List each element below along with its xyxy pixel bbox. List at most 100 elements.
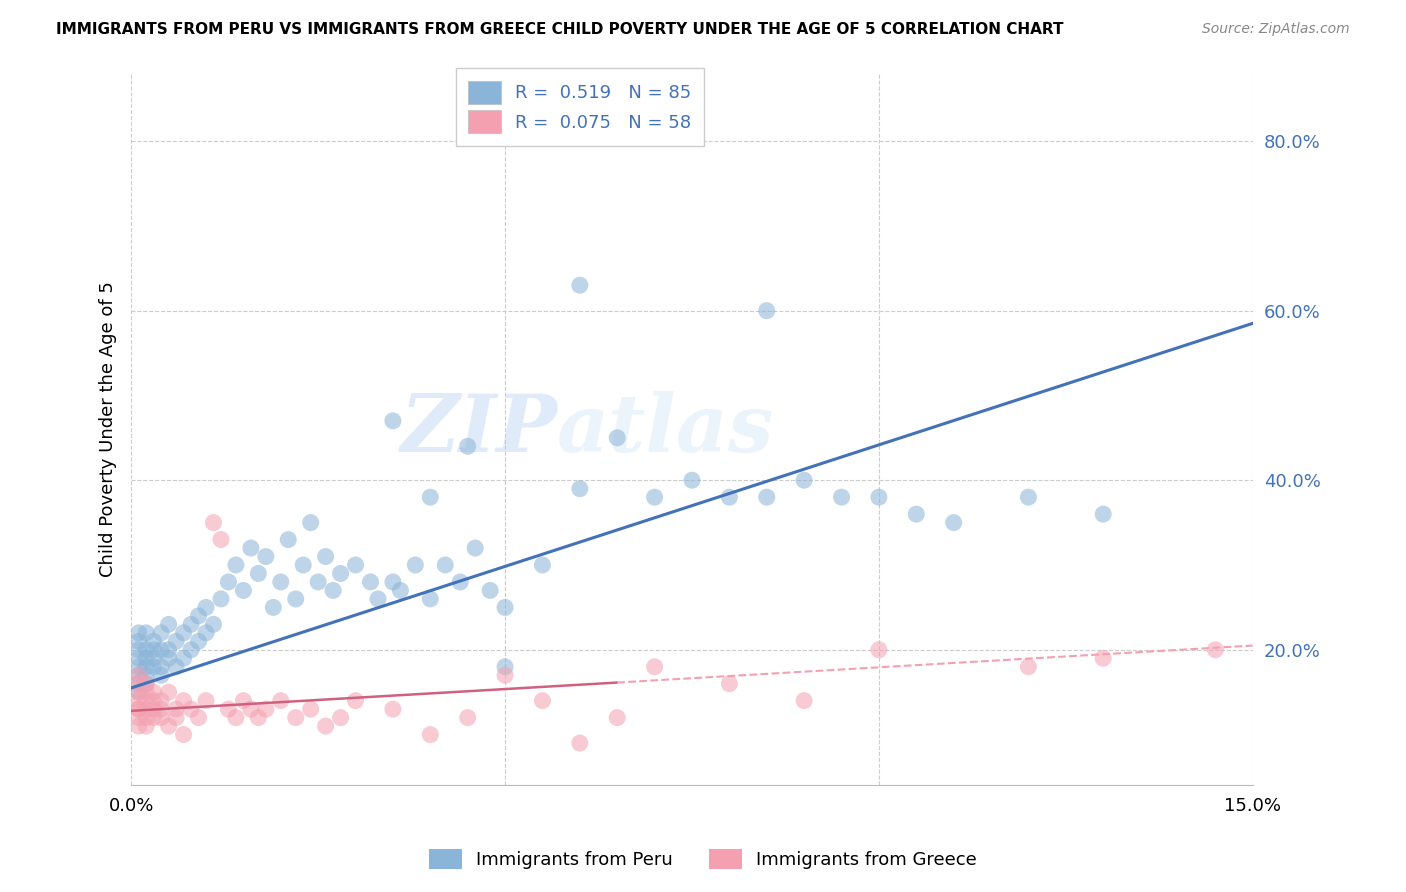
Point [150,711,173,725]
Point [494,668,516,682]
Point [299,516,322,530]
Point [270,574,292,589]
Point [868,490,890,504]
Point [135,719,157,733]
Point [150,625,173,640]
Point [128,685,150,699]
Point [284,591,307,606]
Point [299,702,322,716]
Point [128,702,150,716]
Point [457,711,479,725]
Point [135,702,157,716]
Point [254,702,277,716]
Point [434,558,457,572]
Point [142,702,165,716]
Point [755,490,778,504]
Point [142,659,165,673]
Point [381,414,404,428]
Point [135,625,157,640]
Point [165,634,187,648]
Point [225,711,247,725]
Point [142,685,165,699]
Point [1092,651,1115,665]
Point [284,711,307,725]
Point [449,574,471,589]
Point [150,659,173,673]
Point [868,642,890,657]
Point [367,591,389,606]
Point [165,711,187,725]
Point [479,583,502,598]
Point [247,711,270,725]
Point [128,676,150,690]
Point [315,719,337,733]
Point [142,693,165,707]
Point [494,600,516,615]
Point [180,617,202,632]
Point [135,676,157,690]
Point [292,558,315,572]
Text: Source: ZipAtlas.com: Source: ZipAtlas.com [1202,22,1350,37]
Point [195,625,218,640]
Point [135,676,157,690]
Point [568,736,591,750]
Point [165,659,187,673]
Y-axis label: Child Poverty Under the Age of 5: Child Poverty Under the Age of 5 [100,281,117,577]
Point [905,507,928,521]
Point [247,566,270,581]
Point [419,591,441,606]
Point [419,490,441,504]
Point [150,668,173,682]
Point [225,558,247,572]
Text: atlas: atlas [557,391,775,468]
Point [494,659,516,673]
Point [187,711,209,725]
Point [202,516,225,530]
Point [606,711,628,725]
Point [389,583,412,598]
Point [128,676,150,690]
Point [195,693,218,707]
Point [831,490,853,504]
Point [135,693,157,707]
Point [135,642,157,657]
Point [644,659,666,673]
Point [606,431,628,445]
Point [142,642,165,657]
Point [128,693,150,707]
Point [128,668,150,682]
Point [232,583,254,598]
Point [187,634,209,648]
Point [307,574,329,589]
Point [381,574,404,589]
Point [315,549,337,564]
Point [135,659,157,673]
Point [128,711,150,725]
Point [135,651,157,665]
Point [173,625,195,640]
Point [128,685,150,699]
Point [254,549,277,564]
Point [681,473,703,487]
Point [344,558,367,572]
Point [135,711,157,725]
Point [568,278,591,293]
Point [793,473,815,487]
Point [150,702,173,716]
Point [419,728,441,742]
Point [173,651,195,665]
Point [150,642,173,657]
Point [165,702,187,716]
Point [209,533,232,547]
Point [262,600,284,615]
Point [793,693,815,707]
Point [344,693,367,707]
Point [128,634,150,648]
Point [277,533,299,547]
Point [150,693,173,707]
Point [644,490,666,504]
Point [1017,659,1039,673]
Point [180,642,202,657]
Point [173,693,195,707]
Point [942,516,965,530]
